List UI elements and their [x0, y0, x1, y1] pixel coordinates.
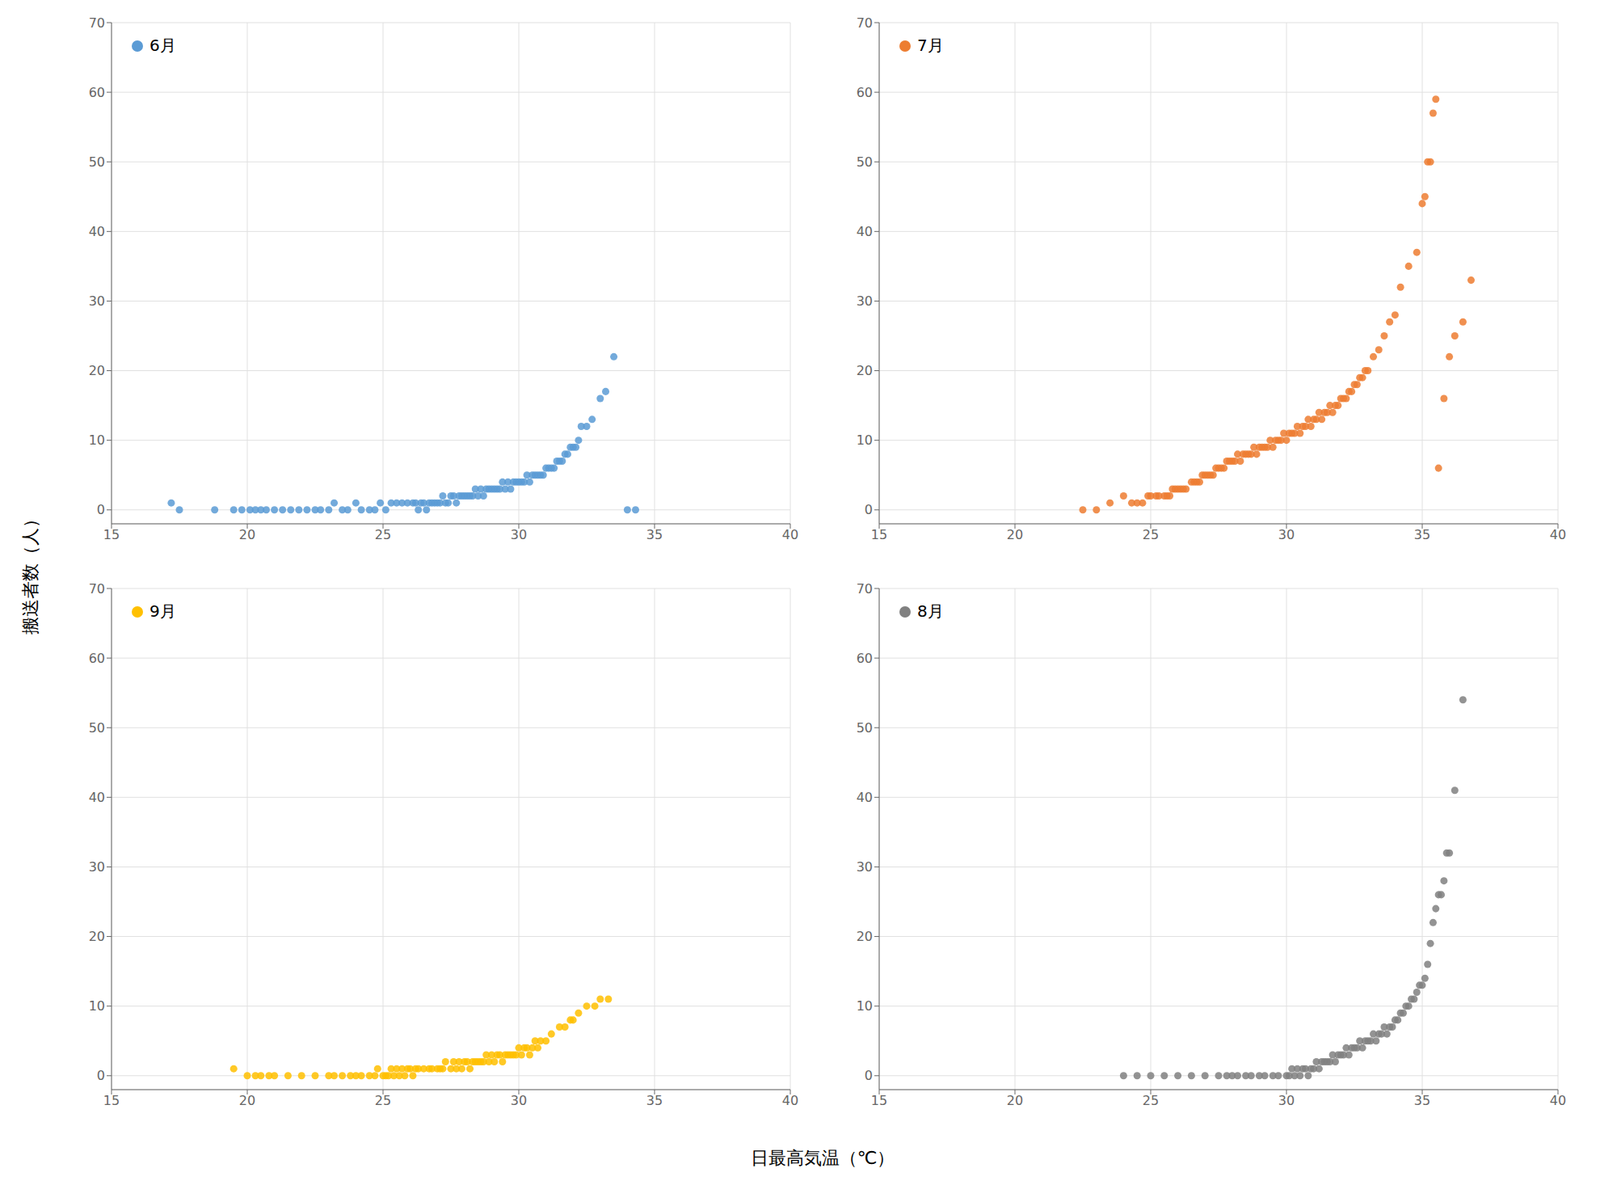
svg-text:50: 50	[88, 154, 106, 170]
svg-text:10: 10	[88, 432, 106, 448]
svg-text:30: 30	[1278, 1092, 1295, 1108]
html-text:9月: 9月	[149, 601, 176, 621]
svg-text:30: 30	[510, 526, 527, 543]
svg-text:30: 30	[510, 1092, 527, 1108]
svg-text:35: 35	[646, 1092, 663, 1108]
html-text:8月: 8月	[917, 601, 944, 621]
svg-text:20: 20	[1006, 526, 1024, 543]
svg-text:35: 35	[1414, 526, 1431, 543]
svg-text:60: 60	[88, 84, 106, 101]
svg-text:50: 50	[88, 720, 106, 736]
svg-text:50: 50	[856, 720, 873, 736]
svg-text:50: 50	[856, 154, 873, 170]
svg-text:10: 10	[856, 432, 873, 448]
svg-text:40: 40	[88, 789, 106, 805]
svg-text:70: 70	[856, 15, 873, 31]
svg-text:40: 40	[782, 1092, 799, 1108]
html-text:6月: 6月	[149, 35, 176, 55]
svg-text:20: 20	[856, 928, 873, 944]
svg-text:35: 35	[1414, 1092, 1431, 1108]
html-text:日最高気温（℃）: 日最高気温（℃）	[750, 1147, 895, 1168]
svg-text:10: 10	[88, 997, 106, 1014]
svg-text:15: 15	[103, 526, 120, 543]
svg-text:40: 40	[1549, 526, 1567, 543]
svg-text:20: 20	[239, 526, 256, 543]
html-text:搬送者数（人）: 搬送者数（人）	[20, 509, 41, 635]
html-text:7月: 7月	[917, 35, 944, 55]
svg-text:25: 25	[1142, 1092, 1159, 1108]
svg-text:40: 40	[782, 526, 799, 543]
svg-text:25: 25	[1142, 526, 1159, 543]
svg-text:20: 20	[856, 362, 873, 379]
svg-text:70: 70	[88, 581, 106, 597]
svg-text:25: 25	[374, 526, 392, 543]
svg-text:30: 30	[856, 293, 873, 309]
svg-text:30: 30	[856, 858, 873, 875]
svg-text:15: 15	[871, 1092, 888, 1108]
svg-text:30: 30	[1278, 526, 1295, 543]
svg-text:0: 0	[96, 501, 106, 518]
svg-text:25: 25	[374, 1092, 392, 1108]
svg-text:20: 20	[1006, 1092, 1024, 1108]
svg-text:15: 15	[103, 1092, 120, 1108]
svg-text:70: 70	[856, 581, 873, 597]
svg-text:60: 60	[856, 84, 873, 101]
svg-text:40: 40	[856, 223, 873, 240]
svg-text:40: 40	[856, 789, 873, 805]
svg-text:40: 40	[88, 223, 106, 240]
svg-text:10: 10	[856, 997, 873, 1014]
svg-text:20: 20	[88, 362, 106, 379]
svg-text:30: 30	[88, 293, 106, 309]
svg-text:0: 0	[864, 501, 873, 518]
svg-text:70: 70	[88, 15, 106, 31]
svg-text:0: 0	[96, 1067, 106, 1083]
svg-text:15: 15	[871, 526, 888, 543]
svg-text:20: 20	[88, 928, 106, 944]
svg-text:40: 40	[1549, 1092, 1567, 1108]
svg-text:30: 30	[88, 858, 106, 875]
svg-text:20: 20	[239, 1092, 256, 1108]
svg-text:35: 35	[646, 526, 663, 543]
svg-text:0: 0	[864, 1067, 873, 1083]
svg-text:60: 60	[856, 650, 873, 666]
svg-text:60: 60	[88, 650, 106, 666]
